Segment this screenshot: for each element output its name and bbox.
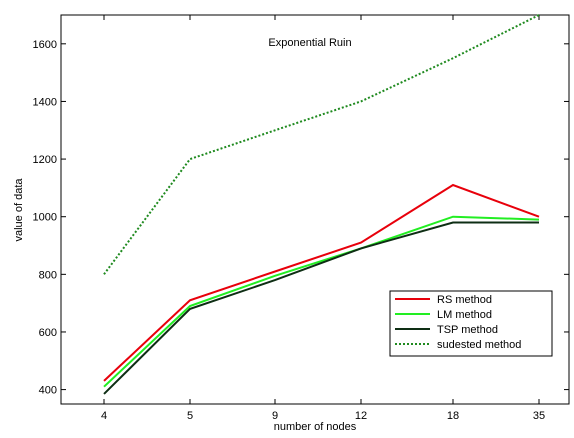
legend-box (389, 290, 553, 357)
series-line-rs-method (103, 183, 540, 382)
x-tick-label: 12 (355, 410, 367, 422)
x-tick-label: 35 (533, 410, 545, 422)
x-tick-label: 18 (447, 410, 459, 422)
y-tick-label: 1000 (33, 212, 57, 224)
legend: RS method LM method TSP method sudested met… (389, 290, 553, 357)
chart-title: Exponential Ruin (268, 37, 351, 49)
y-axis-label: value of data (13, 178, 25, 242)
legend-label-tsp-method: TSP method (437, 324, 498, 336)
y-tick-label: 800 (39, 269, 57, 281)
series-line-tsp-method (103, 221, 539, 395)
legend-label-lm-method: LM method (437, 309, 492, 321)
series-line-sudested-method (103, 14, 540, 275)
legend-label-rs-method: RS method (437, 294, 492, 306)
x-tick-label: 9 (272, 410, 278, 422)
y-tick-label: 1400 (33, 96, 57, 108)
legend-label-sudested-method: sudested method (437, 339, 521, 351)
y-tick-label: 400 (39, 385, 57, 397)
axis-ticks: 400 600 800 1000 1200 1400 1600 4 5 9 12 18 35 (33, 15, 569, 422)
y-tick-label: 600 (39, 327, 57, 339)
series-line-lm-method (103, 215, 540, 388)
x-axis-label: number of nodes (274, 421, 357, 433)
x-tick-label: 4 (101, 410, 107, 422)
series-lines (103, 14, 540, 395)
x-tick-label: 5 (187, 410, 193, 422)
y-tick-label: 1200 (33, 154, 57, 166)
y-tick-label: 1600 (33, 39, 57, 51)
